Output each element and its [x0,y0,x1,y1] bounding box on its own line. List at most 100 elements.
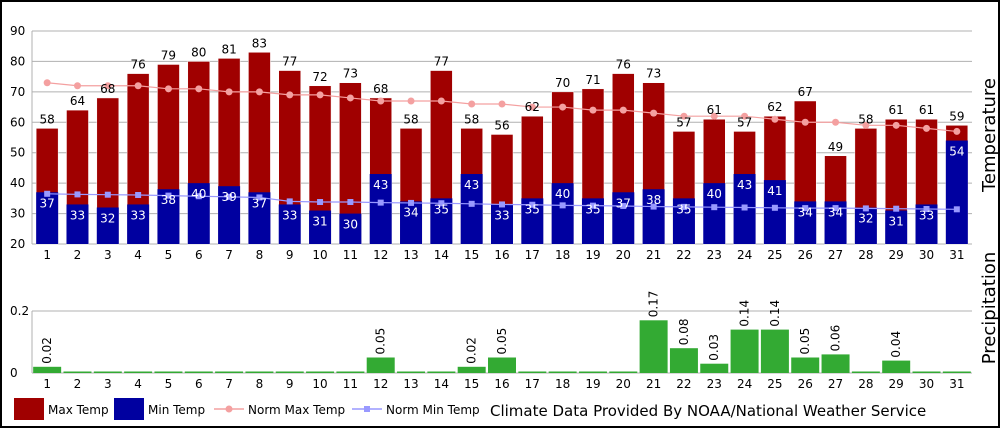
precip-bar [124,371,153,373]
precip-x-tick-label: 17 [525,377,540,391]
precip-x-tick-label: 13 [403,377,418,391]
max-temp-label: 58 [403,112,418,126]
norm-max-point [771,115,779,123]
precip-label: 0.02 [40,337,54,364]
precip-x-tick-label: 28 [858,377,873,391]
precip-label: 0.06 [829,325,843,352]
norm-min-point [377,199,384,206]
norm-max-point [134,82,142,90]
temperature-x-ticks: 1 2 3 4 5 6 7 8 9 10 11 12 13 14 15 16 17 18 19 20 21 22 23 24 2… [43,248,964,262]
min-temp-bar [309,210,332,244]
temp-x-tick-label: 3 [104,248,112,262]
temp-x-tick-label: 10 [312,248,327,262]
min-temp-bar [672,198,695,244]
precip-x-tick-label: 24 [737,377,752,391]
precip-bar [275,371,304,373]
norm-max-point [892,121,900,129]
precip-x-tick-label: 19 [585,377,600,391]
min-temp-label: 34 [403,205,418,219]
min-temp-bar [96,207,119,244]
min-temp-label: 33 [282,208,297,222]
norm-min-point [438,200,445,207]
min-temp-bar [127,204,150,244]
temp-x-tick-label: 6 [195,248,203,262]
min-temp-bar [885,210,908,244]
temp-x-tick-label: 13 [403,248,418,262]
norm-min-point [650,203,657,210]
min-temp-label: 34 [798,205,813,219]
min-temp-label: 35 [434,202,449,216]
min-temp-bars [36,140,968,244]
min-temp-labels: 37 33 32 33 38 40 39 37 33 31 30 43 34 35 43 33 35 40 35 37… [40,145,965,232]
temp-y-tick-label: 60 [10,115,25,129]
norm-min-point [135,192,142,199]
temp-x-tick-label: 27 [828,248,843,262]
max-temp-labels: 58 64 68 76 79 80 81 83 77 72 73 68 58 77 58 56 62 70 71 76… [40,36,965,153]
precip-bar [639,320,668,373]
precip-bar [33,366,62,373]
temp-y-tick-label: 50 [10,146,25,160]
norm-min-point [226,193,233,200]
precip-bar [942,371,971,373]
precip-bar [760,329,789,373]
precipitation-axis-title: Precipitation [979,252,1000,365]
legend-label: Max Temp [48,403,109,417]
precip-bar [518,371,547,373]
min-temp-bar [794,201,817,244]
precip-bar [851,371,880,373]
temp-y-tick-label: 20 [10,237,25,251]
temp-x-tick-label: 20 [616,248,631,262]
temp-x-tick-label: 14 [434,248,449,262]
max-temp-label: 68 [373,82,388,96]
min-temp-bar [400,201,423,244]
precipitation-labels: 0.02 0.05 0.02 0.05 0.17 0.08 0.03 0.14 0.14 0.05… [40,291,903,364]
min-temp-bar [369,174,392,244]
max-temp-label: 79 [161,48,176,62]
min-temp-bar [157,189,180,244]
precip-y-tick-label: 0.2 [10,304,29,318]
min-temp-bar [36,192,59,244]
max-temp-label: 71 [585,73,600,87]
min-temp-label: 33 [919,208,934,222]
precip-bar [730,329,759,373]
max-temp-label: 68 [100,82,115,96]
min-temp-bar [66,204,89,244]
min-temp-label: 43 [737,178,752,192]
norm-max-point [43,79,51,87]
norm-max-point [801,118,809,126]
precip-x-tick-label: 18 [555,377,570,391]
norm-min-point [589,202,596,209]
norm-min-point [559,202,566,209]
precip-x-tick-label: 12 [373,377,388,391]
norm-max-point [437,97,445,105]
precip-x-tick-label: 20 [616,377,631,391]
precip-x-tick-label: 16 [494,377,509,391]
norm-max-point [468,100,476,108]
min-temp-bar [763,180,786,244]
temp-x-tick-label: 8 [256,248,264,262]
legend-label: Norm Min Temp [386,403,480,417]
precip-bar [245,371,274,373]
precipitation-x-ticks: 1 2 3 4 5 6 7 8 9 10 11 12 13 14 15 16 17 18 19 20 21 22 23 24 2… [43,377,964,391]
min-temp-bar [460,174,483,244]
precip-x-tick-label: 21 [646,377,661,391]
norm-max-point [741,112,749,120]
temp-x-tick-label: 5 [165,248,173,262]
max-temp-label: 77 [434,55,449,69]
precip-bar [609,371,638,373]
precip-label: 0.02 [465,337,479,364]
norm-min-point [953,206,960,213]
max-temp-label: 57 [676,115,691,129]
precip-label: 0.14 [738,300,752,327]
norm-min-point [165,192,172,199]
temp-x-tick-label: 2 [74,248,82,262]
precip-x-tick-label: 4 [134,377,142,391]
precip-x-tick-label: 3 [104,377,112,391]
min-temp-bar [248,192,271,244]
min-temp-label: 37 [252,196,267,210]
max-temp-label: 76 [130,58,145,72]
precip-bar [700,363,729,373]
precip-y-tick-label: 0 [10,366,18,380]
